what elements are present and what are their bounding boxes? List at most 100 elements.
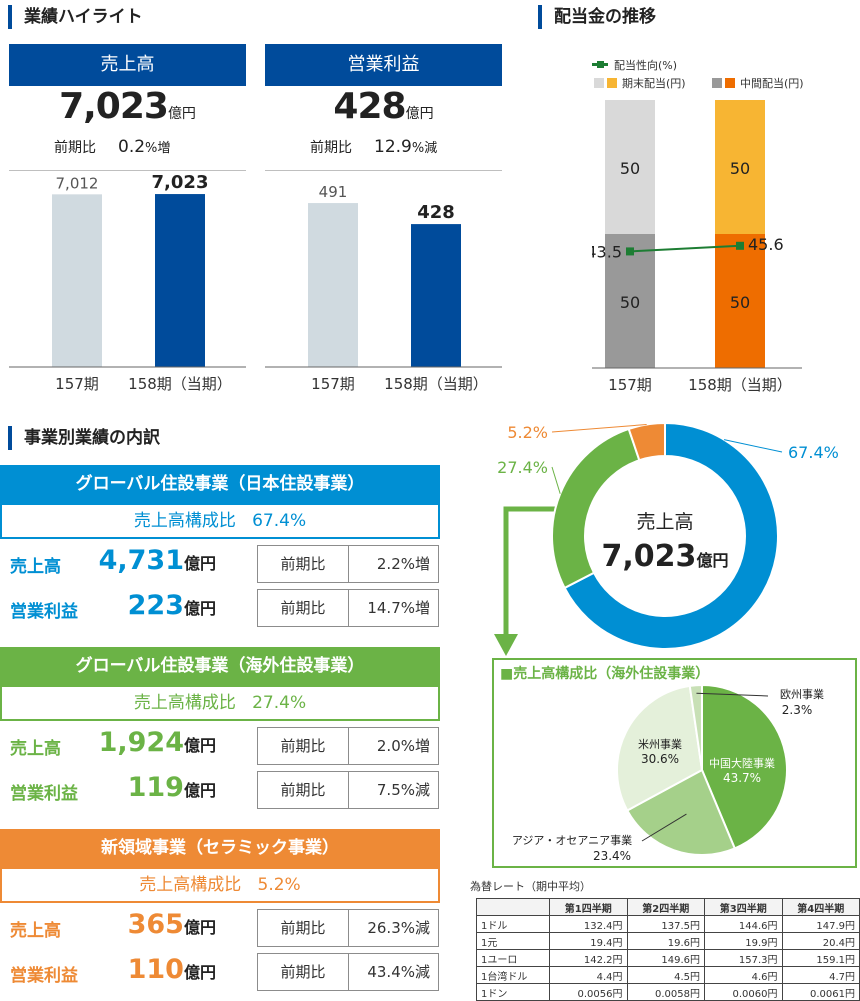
segment-japan-sales-yoy: 前期比 2.2%増 — [257, 545, 439, 583]
profit-value: 428 — [333, 86, 406, 127]
profit-bar-1 — [411, 224, 461, 367]
segment-overseas-sales-value: 1,924 — [98, 727, 184, 758]
dividend-bar-0-seg-1-label: 50 — [620, 159, 640, 178]
segment-overseas-profit: 119億円 — [86, 772, 216, 803]
segment-japan-share-label: 売上高構成比 — [133, 511, 236, 531]
segment-japan-profit-label: 営業利益 — [10, 602, 78, 622]
segment-ceramic-profit-unit: 億円 — [183, 963, 216, 982]
fx-cell-0-1: 132.4円 — [549, 915, 628, 933]
segment-japan-sales-yoy-value: 2.2%増 — [376, 555, 430, 573]
profit-bar-0 — [308, 203, 358, 367]
payout-ratio-point-1 — [736, 241, 744, 250]
segment-japan-profit-yoy-label: 前期比 — [258, 590, 349, 626]
sales-yoy-unit: %増 — [145, 141, 171, 156]
legend-interim-swatch-orange — [725, 78, 735, 88]
fx-cell-0-0: 1ドル — [476, 915, 550, 933]
sales-kpi-header: 売上高 — [9, 44, 246, 86]
donut-center-label: 売上高 — [636, 511, 693, 533]
fx-cell-4-4: 0.0061円 — [781, 983, 860, 1001]
dividend-bar-1-seg-1-label: 50 — [730, 159, 750, 178]
fx-header-2: 第2四半期 — [626, 898, 705, 916]
fx-cell-1-1: 19.4円 — [549, 932, 628, 950]
fx-header-3: 第3四半期 — [704, 898, 783, 916]
segment-japan-profit-unit: 億円 — [183, 599, 216, 618]
segment-ceramic-profit-yoy: 前期比 43.4%減 — [257, 953, 439, 991]
segment-japan-profit-value: 223 — [127, 590, 184, 621]
legend-year-end-swatch-gray — [594, 78, 604, 88]
segment-overseas-profit-unit: 億円 — [183, 781, 216, 800]
payout-ratio-line — [629, 244, 741, 253]
profit-divider — [265, 170, 502, 171]
fx-cell-2-2: 149.6円 — [626, 949, 705, 967]
profit-yoy-value: 12.9 — [374, 137, 412, 157]
profit-yoy-unit: %減 — [411, 141, 438, 156]
segment-japan-sales-unit: 億円 — [183, 554, 216, 573]
donut-slice-2 — [627, 421, 666, 462]
segment-overseas-share-label: 売上高構成比 — [133, 693, 236, 713]
segment-ceramic-profit-yoy-label: 前期比 — [258, 954, 349, 990]
donut-leader-0 — [723, 439, 783, 453]
fx-cell-2-3: 157.3円 — [704, 949, 783, 967]
sales-category-0: 157期 — [55, 375, 99, 393]
segment-ceramic-profit-value: 110 — [127, 954, 184, 985]
sales-yoy: 前期比 0.2%増 — [54, 137, 170, 157]
donut-leader-2 — [551, 424, 647, 433]
segment-ceramic-profit-yoy-value: 43.4%減 — [367, 963, 430, 981]
table-row: 1ドル 132.4円 137.5円 144.6円 147.9円 — [476, 915, 860, 933]
overseas-pie-leader-3 — [696, 692, 769, 697]
profit-yoy: 前期比 12.9%減 — [310, 137, 437, 157]
donut-center-value: 7,023億円 — [602, 539, 729, 574]
segment-japan-header: グローバル住設事業（日本住設事業） — [0, 465, 440, 503]
dividend-bar-1-seg-1 — [715, 100, 765, 234]
segment-overseas: グローバル住設事業（海外住設事業） 売上高構成比 27.4% 売上高 1,924… — [0, 647, 440, 809]
segment-donut-chart: 67.4% 27.4% 5.2% 売上高 7,023億円 — [494, 421, 839, 656]
profit-category-0: 157期 — [311, 375, 355, 393]
segment-overseas-profit-value: 119 — [127, 772, 184, 803]
sales-bar-label-1: 7,023 — [152, 172, 209, 193]
segment-japan: グローバル住設事業（日本住設事業） 売上高構成比 67.4% 売上高 4,731… — [0, 465, 440, 627]
profit-bar-chart: 491 157期 428 158期（当期） — [265, 183, 502, 393]
payout-ratio-point-0 — [626, 247, 634, 256]
profit-unit: 億円 — [405, 106, 434, 122]
segment-ceramic-sales-yoy-label: 前期比 — [258, 910, 349, 946]
segment-ceramic-profit: 110億円 — [86, 954, 216, 985]
overseas-breakdown-box: ■売上高構成比（海外住設事業） — [492, 658, 857, 868]
legend-year-end-label: 期末配当(円) — [622, 76, 686, 90]
sales-value: 7,023 — [59, 86, 169, 127]
segment-overseas-profit-yoy-label: 前期比 — [258, 772, 349, 808]
dividend-bar-0-seg-0-label: 50 — [620, 293, 640, 312]
fx-cell-3-4: 4.7円 — [781, 966, 860, 984]
segment-japan-share-value: 67.4% — [252, 511, 307, 531]
segment-overseas-sales: 1,924億円 — [86, 727, 216, 758]
fx-cell-1-2: 19.6円 — [626, 932, 705, 950]
fx-header-1: 第1四半期 — [549, 898, 628, 916]
overseas-pie-label-1-name: アジア・オセアニア事業 — [512, 834, 632, 847]
fx-cell-4-0: 1ドン — [476, 983, 550, 1001]
fx-header-0 — [476, 898, 550, 916]
fx-cell-1-0: 1元 — [476, 932, 550, 950]
donut-to-subpie-arrow-line — [503, 506, 568, 637]
profit-yoy-label: 前期比 — [310, 140, 352, 156]
segment-ceramic-share-label: 売上高構成比 — [139, 875, 242, 895]
fx-cell-4-3: 0.0060円 — [704, 983, 783, 1001]
fx-cell-3-0: 1台湾ドル — [476, 966, 550, 984]
fx-table: 第1四半期 第2四半期 第3四半期 第4四半期 1ドル 132.4円 137.5円 144.6… — [476, 898, 860, 1001]
segment-overseas-profit-yoy-value: 7.5%減 — [376, 781, 430, 799]
overseas-pie-slice-0 — [701, 683, 788, 850]
donut-label-1: 27.4% — [497, 458, 548, 477]
table-row: 1台湾ドル 4.4円 4.5円 4.6円 4.7円 — [476, 966, 860, 984]
segment-japan-sales: 4,731億円 — [86, 545, 216, 576]
fx-cell-0-3: 144.6円 — [704, 915, 783, 933]
segment-ceramic-header: 新領域事業（セラミック事業） — [0, 829, 440, 867]
segment-overseas-profit-label: 営業利益 — [10, 784, 78, 804]
fx-cell-4-1: 0.0056円 — [549, 983, 628, 1001]
segment-ceramic-share: 売上高構成比 5.2% — [0, 867, 440, 903]
profit-category-1: 158期（当期） — [384, 375, 488, 393]
sales-category-1: 158期（当期） — [128, 375, 232, 393]
donut-slice-0 — [563, 421, 779, 650]
legend-interim-label: 中間配当(円) — [740, 76, 804, 90]
overseas-pie-label-2-value: 30.6% — [641, 752, 679, 766]
segment-overseas-sales-yoy-label: 前期比 — [258, 728, 349, 764]
table-row: 1ドン 0.0056円 0.0058円 0.0060円 0.0061円 — [476, 983, 860, 1001]
donut-center-unit: 億円 — [696, 551, 728, 570]
